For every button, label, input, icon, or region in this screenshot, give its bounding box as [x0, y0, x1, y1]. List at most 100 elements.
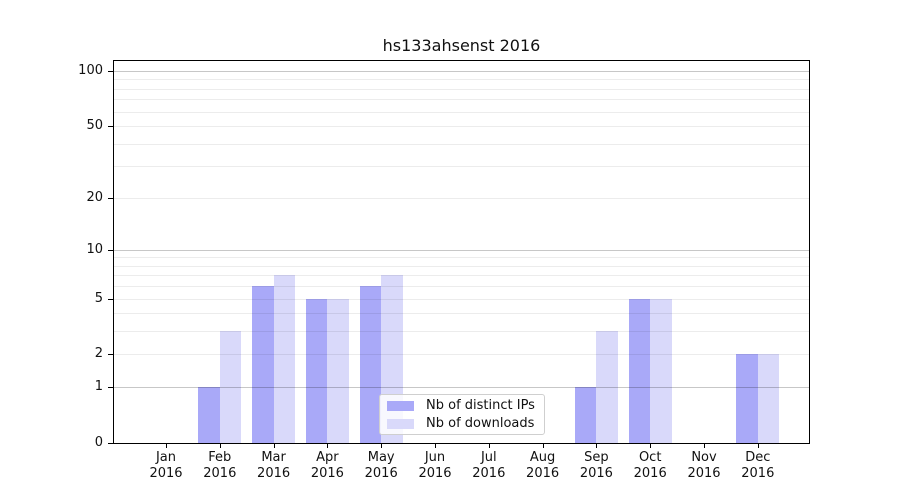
x-tick-year: 2016: [633, 466, 667, 481]
y-tick-label: 20: [86, 189, 103, 205]
gridline-major: [114, 71, 809, 72]
x-tick-month: Sep: [584, 450, 609, 465]
y-tick-label: 10: [86, 241, 103, 257]
chart-title: hs133ahsenst 2016: [382, 36, 541, 55]
y-tick-label: 1: [94, 379, 103, 395]
x-tick-year: 2016: [579, 466, 613, 481]
gridline-major: [114, 387, 809, 389]
gridline-minor: [114, 331, 809, 333]
gridline-minor: [114, 166, 809, 168]
legend-entry: Nb of distinct IPs: [387, 398, 544, 413]
x-tick-mark: [542, 443, 544, 448]
x-tick-label: Aug 2016: [513, 450, 573, 482]
x-tick-mark: [596, 443, 598, 448]
x-tick-label: Jan 2016: [136, 450, 196, 482]
gridlines-layer: [114, 61, 809, 443]
x-tick-year: 2016: [364, 466, 398, 481]
x-tick-month: Jun: [424, 450, 446, 465]
x-tick-year: 2016: [257, 466, 291, 481]
legend-label: Nb of downloads: [426, 416, 535, 431]
x-tick-label: Jun 2016: [405, 450, 465, 482]
x-tick-mark: [704, 443, 705, 448]
bar-downloads: [219, 331, 242, 443]
gridline-minor: [114, 143, 809, 145]
gridline-minor: [114, 99, 809, 101]
x-tick-year: 2016: [418, 466, 452, 481]
y-tick-label: 5: [94, 290, 103, 306]
y-tick-mark: [108, 354, 113, 356]
y-tick-label: 0: [94, 435, 103, 450]
x-tick-label: Apr 2016: [297, 450, 357, 482]
x-tick-label: May 2016: [351, 450, 411, 482]
gridline-minor: [114, 88, 809, 90]
legend-swatch: [387, 400, 414, 411]
y-tick-mark: [108, 249, 113, 251]
legend-swatch: [387, 418, 414, 429]
y-tick-label: 50: [86, 118, 103, 134]
x-tick-year: 2016: [472, 466, 506, 481]
x-tick-year: 2016: [741, 466, 775, 481]
x-tick-year: 2016: [526, 466, 560, 481]
bar-distinct-ips: [359, 286, 382, 443]
gridline-minor: [114, 286, 809, 288]
y-tick-mark: [108, 197, 113, 199]
x-tick-month: Oct: [638, 450, 662, 465]
x-tick-label: Oct 2016: [620, 450, 680, 482]
legend: Nb of distinct IPs Nb of downloads: [379, 394, 545, 435]
x-tick-month: Apr: [316, 450, 339, 465]
gridline-minor: [114, 197, 809, 199]
gridline-minor: [114, 354, 809, 356]
bar-downloads: [650, 298, 672, 443]
x-tick-label: Dec 2016: [728, 450, 788, 482]
gridline-minor: [114, 265, 809, 267]
legend-entry: Nb of downloads: [387, 416, 544, 431]
bar-distinct-ips: [198, 387, 220, 443]
gridline-minor: [114, 313, 809, 315]
bar-distinct-ips: [628, 298, 651, 443]
x-tick-mark: [273, 443, 275, 448]
x-tick-label: Feb 2016: [190, 450, 250, 482]
y-tick-mark: [108, 387, 113, 389]
y-tick-mark: [108, 71, 113, 72]
x-tick-mark: [650, 443, 652, 448]
gridline-minor: [114, 298, 809, 300]
bar-distinct-ips: [736, 354, 758, 443]
x-tick-year: 2016: [687, 466, 721, 481]
x-tick-mark: [488, 443, 490, 448]
x-tick-month: Jan: [155, 450, 177, 465]
x-tick-year: 2016: [149, 466, 183, 481]
gridline-minor: [114, 111, 809, 113]
x-tick-label: Sep 2016: [566, 450, 626, 482]
x-tick-mark: [219, 443, 221, 448]
bars-layer: [114, 61, 809, 443]
x-tick-mark: [757, 443, 759, 448]
x-tick-month: Mar: [261, 450, 286, 465]
bar-distinct-ips: [574, 387, 597, 443]
bar-downloads: [273, 275, 296, 443]
legend-label: Nb of distinct IPs: [426, 398, 535, 413]
gridline-minor: [114, 126, 809, 128]
x-tick-month: Aug: [529, 450, 556, 465]
x-tick-year: 2016: [310, 466, 344, 481]
x-tick-month: Nov: [691, 450, 717, 465]
x-tick-mark: [327, 443, 329, 448]
x-tick-mark: [381, 443, 383, 448]
x-tick-month: Jul: [480, 450, 497, 465]
x-tick-label: Nov 2016: [674, 450, 734, 482]
bar-downloads: [596, 331, 618, 443]
plot-area: Nb of distinct IPs Nb of downloads: [113, 60, 810, 444]
gridline-major: [114, 249, 809, 251]
y-tick-label: 100: [78, 63, 103, 78]
bar-distinct-ips: [305, 298, 328, 443]
x-tick-mark: [435, 443, 436, 448]
bar-downloads: [757, 354, 780, 443]
y-tick-mark: [108, 443, 113, 444]
y-tick-mark: [108, 126, 113, 128]
bar-distinct-ips: [252, 286, 274, 443]
gridline-minor: [114, 257, 809, 259]
x-tick-mark: [166, 443, 167, 448]
x-tick-label: Jul 2016: [459, 450, 519, 482]
x-tick-year: 2016: [203, 466, 237, 481]
y-tick-mark: [108, 298, 113, 300]
